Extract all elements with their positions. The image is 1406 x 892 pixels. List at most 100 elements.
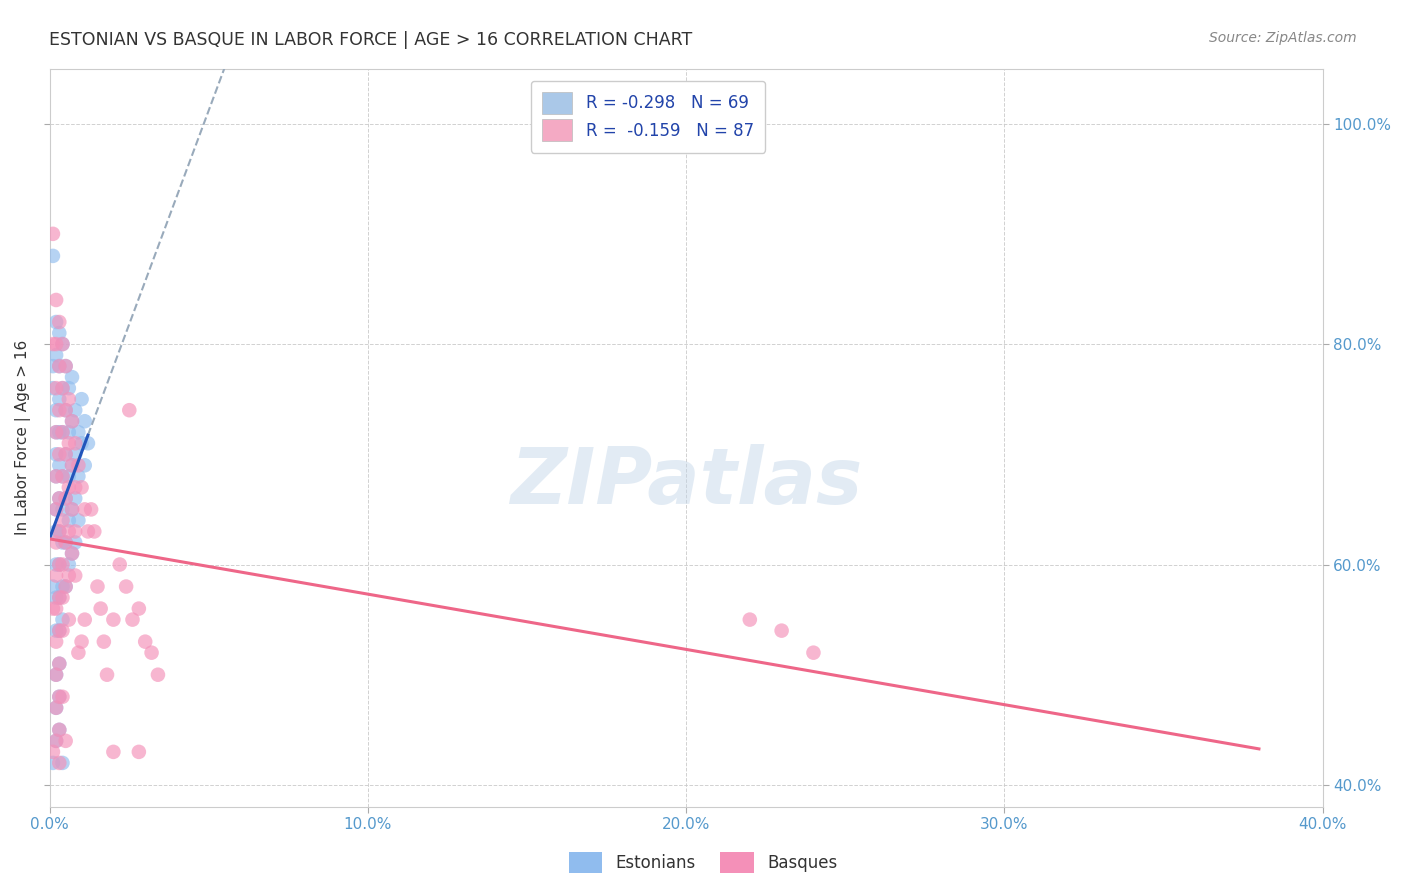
Point xyxy=(770,624,793,638)
Point xyxy=(738,613,761,627)
Point xyxy=(45,469,67,483)
Point xyxy=(51,337,73,351)
Legend: Estonians, Basques: Estonians, Basques xyxy=(562,846,844,880)
Point xyxy=(146,667,169,681)
Point xyxy=(63,491,86,506)
Point xyxy=(45,558,67,572)
Point xyxy=(45,425,67,440)
Point xyxy=(51,690,73,704)
Point xyxy=(63,403,86,417)
Point xyxy=(60,546,83,560)
Point xyxy=(51,558,73,572)
Point xyxy=(55,580,77,594)
Point xyxy=(63,535,86,549)
Point xyxy=(67,513,90,527)
Point xyxy=(48,403,70,417)
Point xyxy=(67,425,90,440)
Point xyxy=(103,613,125,627)
Point xyxy=(70,634,93,648)
Point xyxy=(48,690,70,704)
Point xyxy=(48,359,70,373)
Point xyxy=(45,469,67,483)
Point xyxy=(67,469,90,483)
Point xyxy=(48,624,70,638)
Point xyxy=(48,723,70,737)
Point xyxy=(58,392,80,407)
Point xyxy=(45,601,67,615)
Point xyxy=(48,657,70,671)
Point xyxy=(118,403,141,417)
Point xyxy=(73,414,96,428)
Point xyxy=(51,425,73,440)
Point xyxy=(55,491,77,506)
Point xyxy=(121,613,143,627)
Point xyxy=(96,667,118,681)
Point xyxy=(48,756,70,770)
Point xyxy=(51,624,73,638)
Point xyxy=(48,524,70,539)
Point xyxy=(45,667,67,681)
Point xyxy=(45,667,67,681)
Text: ZIPatlas: ZIPatlas xyxy=(510,444,862,520)
Point xyxy=(90,601,112,615)
Point xyxy=(55,359,77,373)
Point xyxy=(45,403,67,417)
Point xyxy=(73,458,96,473)
Point xyxy=(63,447,86,461)
Point xyxy=(48,524,70,539)
Point xyxy=(108,558,131,572)
Point xyxy=(51,337,73,351)
Point xyxy=(45,591,67,605)
Point xyxy=(45,315,67,329)
Point xyxy=(51,756,73,770)
Point xyxy=(45,348,67,362)
Point xyxy=(45,425,67,440)
Point xyxy=(55,535,77,549)
Point xyxy=(42,745,65,759)
Point xyxy=(48,392,70,407)
Point xyxy=(51,381,73,395)
Point xyxy=(48,558,70,572)
Point xyxy=(55,447,77,461)
Point xyxy=(55,491,77,506)
Point xyxy=(48,458,70,473)
Point xyxy=(48,624,70,638)
Point xyxy=(51,613,73,627)
Point xyxy=(55,403,77,417)
Point xyxy=(51,469,73,483)
Point xyxy=(48,690,70,704)
Point xyxy=(42,227,65,241)
Point xyxy=(42,337,65,351)
Point xyxy=(55,580,77,594)
Point xyxy=(51,535,73,549)
Point xyxy=(141,646,163,660)
Point xyxy=(45,624,67,638)
Point xyxy=(45,734,67,748)
Point xyxy=(48,326,70,340)
Point xyxy=(83,524,105,539)
Point xyxy=(55,403,77,417)
Point xyxy=(42,381,65,395)
Point xyxy=(73,613,96,627)
Point xyxy=(45,734,67,748)
Point xyxy=(42,756,65,770)
Point xyxy=(67,646,90,660)
Point xyxy=(77,436,100,450)
Point xyxy=(51,502,73,516)
Point xyxy=(70,436,93,450)
Point xyxy=(58,613,80,627)
Point xyxy=(58,381,80,395)
Point xyxy=(45,700,67,714)
Point xyxy=(58,436,80,450)
Text: Source: ZipAtlas.com: Source: ZipAtlas.com xyxy=(1209,31,1357,45)
Y-axis label: In Labor Force | Age > 16: In Labor Force | Age > 16 xyxy=(15,340,31,535)
Point xyxy=(45,502,67,516)
Point xyxy=(60,546,83,560)
Point xyxy=(63,568,86,582)
Point xyxy=(48,723,70,737)
Point xyxy=(58,568,80,582)
Point xyxy=(86,580,108,594)
Point xyxy=(51,469,73,483)
Point xyxy=(51,591,73,605)
Point xyxy=(42,580,65,594)
